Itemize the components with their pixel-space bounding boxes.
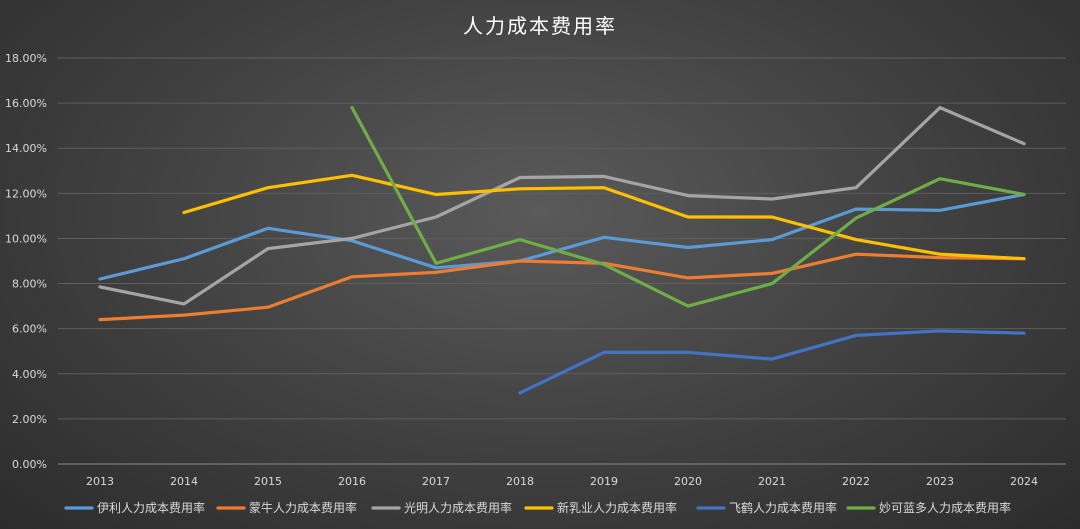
y-tick-label: 0.00% (12, 458, 47, 471)
x-tick-label: 2021 (758, 475, 786, 488)
series-line (350, 106, 1026, 308)
y-tick-label: 2.00% (12, 413, 47, 426)
x-tick-label: 2014 (170, 475, 198, 488)
y-axis: 0.00% 2.00% 4.00% 6.00% 8.00% 10.00% 12.00% 14.… (5, 52, 47, 471)
legend-label: 蒙牛人力成本费用率 (249, 500, 357, 515)
y-tick-label: 16.00% (5, 97, 47, 110)
x-tick-label: 2020 (674, 475, 702, 488)
x-tick-label: 2019 (590, 475, 618, 488)
series-line (182, 173, 1026, 261)
x-axis: 2013 2014 2015 2016 2017 2018 2019 2020 2021 2022… (86, 475, 1038, 488)
legend: 伊利人力成本费用率 蒙牛人力成本费用率 光明人力成本费用率 新乳业人力成本费用率 飞鹤人… (64, 500, 1011, 515)
x-tick-label: 2016 (338, 475, 366, 488)
x-tick-label: 2017 (422, 475, 450, 488)
x-tick-label: 2022 (842, 475, 870, 488)
legend-label: 飞鹤人力成本费用率 (729, 500, 837, 515)
legend-label: 新乳业人力成本费用率 (557, 500, 677, 515)
y-tick-label: 12.00% (5, 187, 47, 200)
y-tick-label: 10.00% (5, 232, 47, 245)
y-tick-label: 8.00% (12, 278, 47, 291)
series-lines (98, 106, 1026, 395)
series-line (98, 192, 1026, 281)
legend-label: 伊利人力成本费用率 (97, 500, 205, 515)
x-tick-label: 2013 (86, 475, 114, 488)
y-tick-label: 4.00% (12, 368, 47, 381)
x-tick-label: 2015 (254, 475, 282, 488)
y-tick-label: 14.00% (5, 142, 47, 155)
series-line (98, 252, 1026, 322)
series-line (518, 329, 1026, 395)
legend-label: 妙可蓝多人力成本费用率 (879, 500, 1011, 515)
x-tick-label: 2024 (1010, 475, 1038, 488)
x-tick-label: 2018 (506, 475, 534, 488)
series-line (98, 106, 1026, 306)
y-tick-label: 18.00% (5, 52, 47, 65)
chart-title: 人力成本费用率 (463, 14, 617, 38)
legend-label: 光明人力成本费用率 (404, 500, 512, 515)
x-tick-label: 2023 (926, 475, 954, 488)
y-tick-label: 6.00% (12, 323, 47, 336)
